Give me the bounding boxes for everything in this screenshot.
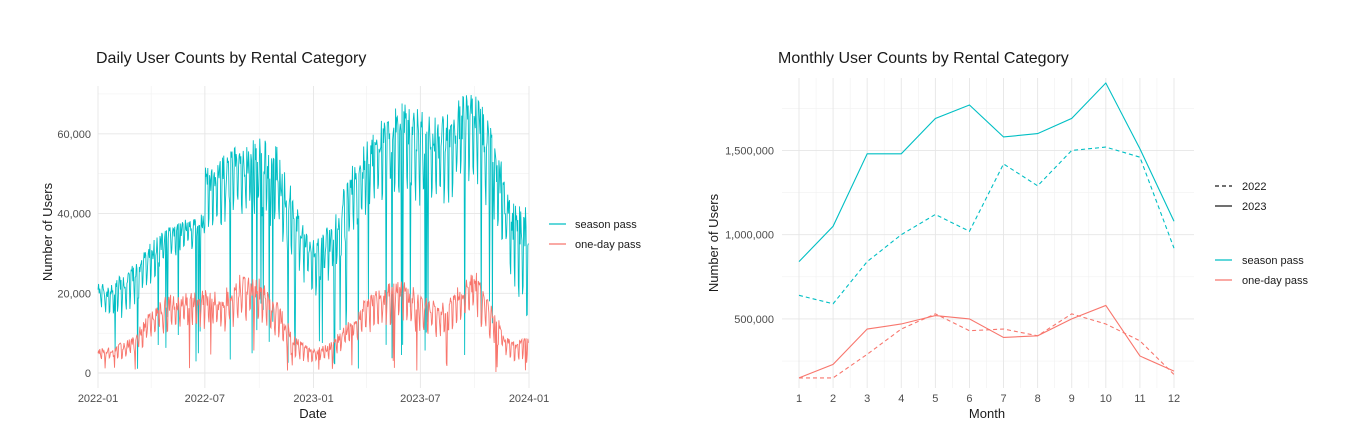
monthly-x-axis-title: Month <box>969 406 1005 421</box>
monthly-x-tick-label: 4 <box>898 393 904 405</box>
monthly-series <box>798 82 1175 379</box>
monthly-y-ticks: 500,000 1,000,000 1,500,000 <box>725 145 774 325</box>
monthly-x-tick-label: 3 <box>864 393 870 405</box>
monthly-x-tick-label: 9 <box>1069 393 1075 405</box>
monthly-line-one-day-pass-2023 <box>798 304 1175 379</box>
legend-label-one-day-pass: one-day pass <box>575 239 642 251</box>
monthly-x-tick-label: 6 <box>966 393 972 405</box>
daily-x-tick-label: 2022-07 <box>185 393 225 405</box>
monthly-x-tick-label: 7 <box>1000 393 1006 405</box>
monthly-x-tick-label: 10 <box>1100 393 1112 405</box>
daily-x-ticks: 2022-01 2022-07 2023-01 2023-07 2024-01 <box>78 393 549 405</box>
monthly-legend-color: season pass one-day pass <box>1215 255 1309 287</box>
monthly-y-tick-label: 1,500,000 <box>725 145 774 157</box>
monthly-y-tick-label: 1,000,000 <box>725 230 774 242</box>
legend-label-2023: 2023 <box>1242 201 1266 213</box>
monthly-x-tick-label: 11 <box>1134 393 1145 405</box>
daily-y-tick-label: 60,000 <box>57 129 91 141</box>
daily-y-axis-title: Number of Users <box>40 182 55 281</box>
legend-label-season-pass-monthly: season pass <box>1242 255 1304 267</box>
legend-label-season-pass: season pass <box>575 219 637 231</box>
monthly-x-ticks: 1 2 3 4 5 6 7 8 9 10 11 12 <box>796 393 1180 405</box>
monthly-x-tick-label: 12 <box>1168 393 1180 405</box>
daily-y-tick-label: 20,000 <box>57 288 91 300</box>
daily-line-season-pass <box>97 94 529 369</box>
daily-legend: season pass one-day pass <box>549 219 642 251</box>
daily-x-tick-label: 2024-01 <box>509 393 549 405</box>
daily-x-tick-label: 2023-07 <box>400 393 440 405</box>
daily-series-season-pass <box>97 94 529 369</box>
monthly-line-one-day-pass-2022 <box>799 313 1175 379</box>
daily-line-one-day-pass <box>97 272 529 372</box>
monthly-x-tick-label: 1 <box>796 393 802 405</box>
daily-chart-title: Daily User Counts by Rental Category <box>96 50 366 67</box>
daily-y-tick-label: 0 <box>85 368 91 380</box>
daily-y-tick-label: 40,000 <box>57 209 91 221</box>
daily-series-one-day-pass <box>97 272 529 372</box>
monthly-line-season-pass-2022 <box>798 146 1175 305</box>
daily-x-tick-label: 2022-01 <box>78 393 118 405</box>
monthly-x-tick-label: 5 <box>932 393 938 405</box>
legend-label-2022: 2022 <box>1242 181 1266 193</box>
monthly-y-tick-label: 500,000 <box>734 314 774 326</box>
monthly-line-season-pass-2023 <box>798 82 1175 263</box>
monthly-chart: Monthly User Counts by Rental Category 1… <box>706 50 1309 421</box>
monthly-chart-title: Monthly User Counts by Rental Category <box>778 50 1069 67</box>
daily-chart: Daily User Counts by Rental Category 202… <box>40 50 642 421</box>
monthly-y-axis-title: Number of Users <box>706 193 721 292</box>
monthly-x-tick-label: 2 <box>830 393 836 405</box>
monthly-legend-linetype: 2022 2023 <box>1215 181 1266 213</box>
legend-label-one-day-pass-monthly: one-day pass <box>1242 275 1309 287</box>
daily-x-axis-title: Date <box>299 406 326 421</box>
monthly-x-tick-label: 8 <box>1035 393 1041 405</box>
daily-y-ticks: 0 20,000 40,000 60,000 <box>57 129 91 380</box>
daily-x-tick-label: 2023-01 <box>293 393 333 405</box>
monthly-gridlines <box>782 78 1194 388</box>
